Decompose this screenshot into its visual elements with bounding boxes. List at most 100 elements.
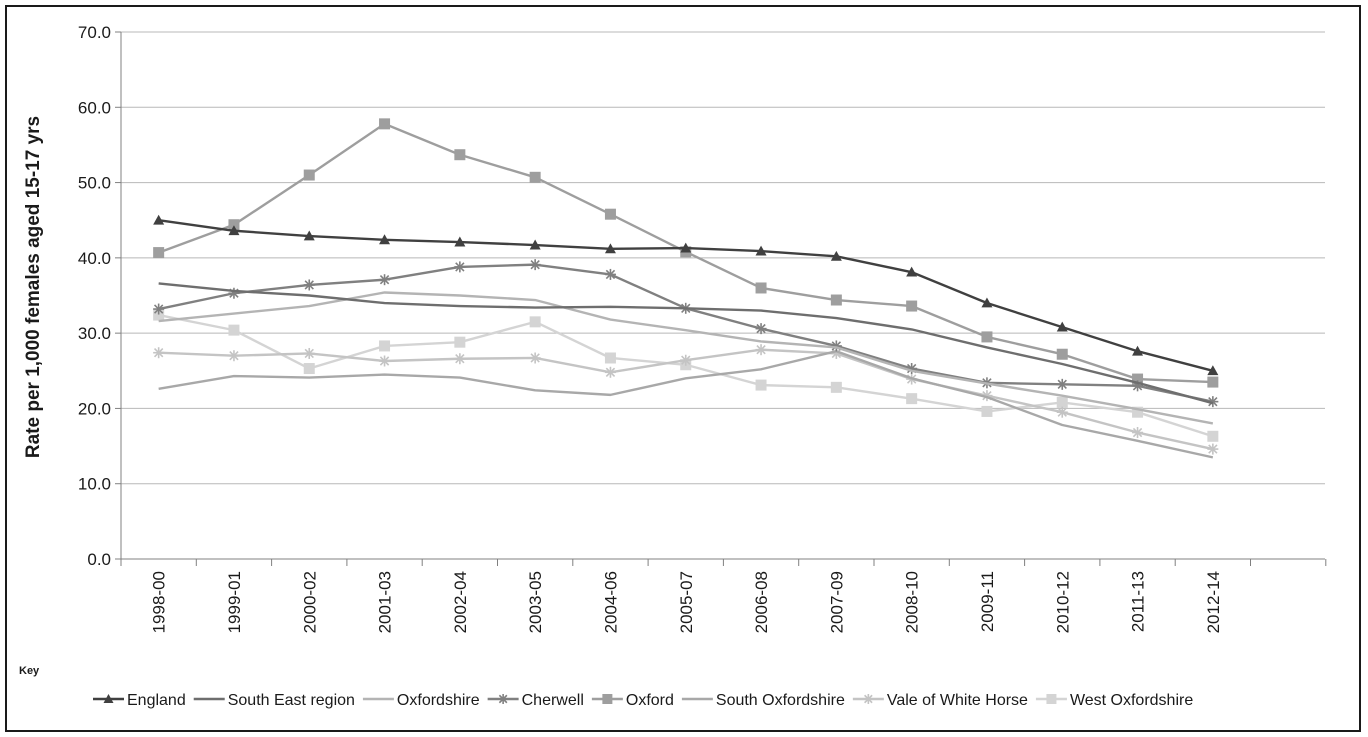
marker-asterisk: [153, 303, 165, 315]
marker-square: [303, 169, 315, 181]
x-tick-label: 2001-03: [376, 571, 395, 633]
marker-square: [153, 247, 165, 259]
legend-item: South East region: [193, 692, 355, 709]
y-tick-label: 40.0: [78, 249, 111, 268]
marker-square: [906, 300, 918, 312]
marker-square: [228, 324, 240, 336]
marker-asterisk: [1132, 427, 1144, 439]
y-tick-label: 20.0: [78, 399, 111, 418]
marker-asterisk: [830, 340, 842, 352]
x-tick-label: 2002-04: [451, 571, 470, 633]
series-lines: [153, 118, 1219, 459]
x-tick-label: 2005-07: [677, 571, 696, 633]
marker-triangle: [1132, 345, 1144, 356]
marker-asterisk: [454, 353, 466, 365]
marker-asterisk: [153, 347, 165, 359]
marker-asterisk: [228, 350, 240, 362]
marker-triangle: [303, 230, 315, 241]
x-tick-label: 2009-11: [978, 571, 997, 632]
marker-asterisk: [303, 347, 315, 359]
y-tick-label: 0.0: [87, 550, 111, 569]
marker-triangle: [981, 297, 993, 308]
legend-item: Oxford: [591, 692, 674, 709]
legend-label: Oxfordshire: [397, 692, 480, 709]
line-chart: 0.0 10.0 20.0 30.0 40.0 50.0 60.0 70.0 1998-00 19…: [19, 23, 1327, 709]
marker-asterisk: [379, 274, 391, 286]
marker-square: [755, 282, 767, 294]
x-tick-label: 2011-13: [1129, 571, 1148, 632]
marker-asterisk: [228, 287, 240, 299]
legend-label: Oxford: [626, 692, 674, 709]
marker-asterisk: [303, 279, 315, 291]
x-tick-label: 2004-06: [601, 571, 620, 633]
marker-square: [981, 405, 993, 417]
chart-frame: 0.0 10.0 20.0 30.0 40.0 50.0 60.0 70.0 1998-00 19…: [5, 5, 1361, 732]
legend-item: England: [93, 692, 186, 709]
legend-item: West Oxfordshire: [1035, 692, 1193, 709]
tick-labels: 0.0 10.0 20.0 30.0 40.0 50.0 60.0 70.0 1998-00 19…: [78, 23, 1223, 633]
marker-square: [604, 208, 616, 220]
marker-square: [228, 219, 240, 231]
legend-label: South Oxfordshire: [716, 692, 845, 709]
legend-title: Key: [19, 665, 40, 677]
legend-item: South Oxfordshire: [681, 692, 845, 709]
marker-asterisk: [863, 694, 874, 704]
marker-asterisk: [454, 261, 466, 273]
y-axis-label: Rate per 1,000 females aged 15-17 yrs: [23, 116, 44, 458]
x-tick-label: 2010-12: [1053, 571, 1072, 633]
marker-asterisk: [604, 366, 616, 378]
y-tick-label: 70.0: [78, 23, 111, 42]
marker-triangle: [755, 245, 767, 256]
marker-square: [1207, 376, 1219, 388]
marker-square: [830, 294, 842, 306]
x-tick-label: 2012-14: [1204, 571, 1223, 633]
series-england: [153, 214, 1219, 376]
x-tick-label: 2008-10: [903, 571, 922, 633]
marker-square: [1207, 430, 1219, 442]
marker-triangle: [228, 225, 240, 236]
x-tick-label: 1999-01: [225, 571, 244, 633]
x-tick-label: 2000-02: [300, 571, 319, 633]
legend-label: West Oxfordshire: [1070, 692, 1193, 709]
marker-square: [454, 149, 466, 161]
marker-triangle: [103, 694, 114, 703]
marker-square: [602, 694, 613, 704]
y-tick-label: 10.0: [78, 475, 111, 494]
marker-asterisk: [604, 268, 616, 280]
x-tick-label: 2006-08: [752, 571, 771, 633]
marker-square: [303, 363, 315, 375]
marker-square: [1056, 348, 1068, 360]
marker-square: [755, 379, 767, 391]
marker-triangle: [529, 239, 541, 250]
marker-asterisk: [379, 355, 391, 367]
series-oxfordshire: [158, 291, 1214, 425]
legend-label: South East region: [228, 692, 355, 709]
marker-square: [1132, 373, 1144, 385]
marker-square: [454, 336, 466, 348]
legend-label: Vale of White Horse: [887, 692, 1028, 709]
marker-square: [830, 381, 842, 393]
legend-label: Cherwell: [522, 692, 584, 709]
x-tick-label: 2007-09: [827, 571, 846, 633]
marker-triangle: [454, 236, 466, 247]
marker-asterisk: [1056, 406, 1068, 418]
series-south-oxfordshire: [158, 350, 1214, 459]
series-line: [158, 350, 1214, 459]
grid-lines: [121, 31, 1325, 485]
axes: [115, 31, 1327, 566]
series-oxford: [153, 118, 1219, 388]
marker-asterisk: [529, 259, 541, 271]
legend: England South East region Oxfordshire Cherw…: [93, 692, 1193, 709]
marker-square: [604, 352, 616, 364]
marker-square: [153, 309, 165, 321]
legend-label: England: [127, 692, 186, 709]
marker-triangle: [680, 242, 692, 253]
legend-item: Cherwell: [487, 692, 584, 709]
marker-triangle: [906, 266, 918, 277]
legend-item: Vale of White Horse: [852, 692, 1028, 709]
marker-triangle: [153, 214, 165, 225]
marker-triangle: [379, 234, 391, 245]
marker-asterisk: [680, 354, 692, 366]
y-tick-label: 60.0: [78, 98, 111, 117]
x-tick-label: 2003-05: [526, 571, 545, 633]
